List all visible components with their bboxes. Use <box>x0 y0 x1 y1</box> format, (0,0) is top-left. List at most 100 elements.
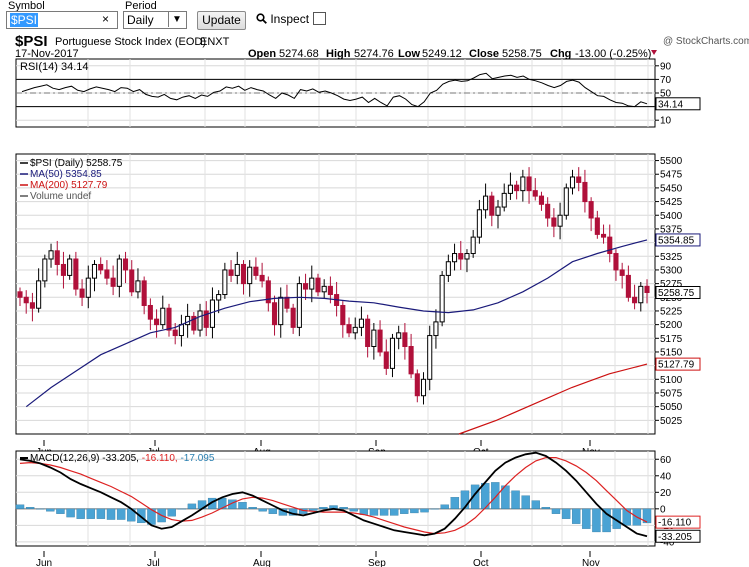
macd-histogram-bar <box>96 508 106 519</box>
candle-body <box>85 277 91 298</box>
price-legend-item: MA(50) 5354.85 <box>30 169 102 180</box>
candle-body <box>278 296 284 326</box>
candle-body <box>79 288 85 298</box>
open-label: Open <box>248 48 276 60</box>
macd-histogram-bar <box>106 508 116 520</box>
watermark: @ StockCharts.com <box>663 36 749 47</box>
macd-histogram-bar <box>339 507 348 509</box>
candle-body <box>209 299 215 328</box>
macd-histogram-bar <box>228 499 237 509</box>
macd-value-tag-box <box>655 529 701 543</box>
rsi-legend: RSI(14) 34.14 <box>20 61 88 73</box>
open-value: 5274.68 <box>279 48 319 60</box>
ma200-line <box>458 363 648 435</box>
macd-line <box>19 451 648 538</box>
price-ytick-label: 5150 <box>660 347 683 358</box>
candle-body <box>439 274 445 323</box>
price-tag-text: 5258.75 <box>658 288 695 299</box>
candle-body <box>514 184 520 192</box>
macd-ytick-label: 0 <box>660 504 666 515</box>
ma50-tag-text: 5354.85 <box>658 235 695 246</box>
macd-legend-part: -16.110, <box>142 453 181 464</box>
candle-body <box>166 307 172 331</box>
rsi-ytick-label: 70 <box>660 75 672 86</box>
macd-ytick-label: 40 <box>660 471 672 482</box>
macd-histogram-bar <box>582 508 591 529</box>
macd-histogram-bar <box>400 508 409 514</box>
candle-body <box>340 304 346 326</box>
candle-body <box>135 280 141 293</box>
macd-histogram-bar <box>25 507 35 509</box>
rsi-ytick-label: 90 <box>660 61 672 72</box>
candle-body <box>600 233 607 238</box>
x-tick-label: Jul <box>147 558 160 567</box>
price-legend-item: $PSI (Daily) 5258.75 <box>30 158 123 169</box>
candle-body <box>98 263 104 271</box>
candle-body <box>495 206 501 216</box>
x-tick-label: Oct <box>473 558 489 567</box>
candle-body <box>532 190 538 197</box>
candle-body <box>545 203 551 219</box>
candle-body <box>408 346 414 375</box>
price-ytick-label: 5075 <box>660 388 683 399</box>
candle-body <box>23 296 29 304</box>
period-select[interactable]: Daily <box>123 11 187 29</box>
candle-body <box>265 280 271 304</box>
close-icon[interactable]: × <box>102 12 110 26</box>
macd-histogram-bar <box>541 507 551 509</box>
macd-histogram-bar <box>268 508 278 514</box>
price-ytick-label: 5275 <box>660 279 683 290</box>
candle-body <box>526 176 532 192</box>
candle-body <box>122 258 129 271</box>
symbol-input[interactable]: $PSI <box>6 11 118 29</box>
macd-frame <box>15 450 656 547</box>
macd-ytick-label: 60 <box>660 455 672 466</box>
candle-body <box>625 274 631 298</box>
candle-body <box>290 307 296 328</box>
inspect-checkbox[interactable] <box>313 12 326 25</box>
candle-body <box>54 250 60 265</box>
candle-body <box>538 195 545 205</box>
macd-histogram-bar <box>349 508 358 512</box>
macd-histogram-bar <box>167 508 176 517</box>
price-ytick-label: 5200 <box>660 320 683 331</box>
chevron-down-icon[interactable]: ▼ <box>168 12 185 27</box>
candle-body <box>160 307 166 326</box>
candle-body <box>365 318 371 347</box>
macd-histogram-bar <box>248 507 257 509</box>
candle-body <box>116 258 122 287</box>
period-label: Period <box>125 0 157 12</box>
macd-histogram-bar <box>238 502 247 509</box>
price-ytick-label: 5325 <box>660 252 683 263</box>
macd-signal-line <box>19 457 648 535</box>
candle-body <box>216 294 222 301</box>
inspect-toggle[interactable]: Inspect <box>256 12 309 26</box>
update-button[interactable]: Update <box>197 11 246 30</box>
chart-date: 17-Nov-2017 <box>15 48 79 60</box>
candle-body <box>296 283 302 328</box>
macd-histogram-bar <box>15 504 25 509</box>
candle-body <box>48 250 54 260</box>
candle-body <box>445 261 451 276</box>
macd-histogram-bar <box>177 508 187 510</box>
macd-histogram-bar <box>187 503 197 509</box>
candle-body <box>234 263 240 276</box>
rsi-ytick-label: 10 <box>660 116 672 127</box>
candle-body <box>396 332 402 339</box>
macd-histogram-bar <box>642 508 652 524</box>
candle-body <box>17 291 23 298</box>
price-ytick-label: 5475 <box>660 170 683 181</box>
candle-body <box>551 217 557 227</box>
candle-body <box>303 283 309 290</box>
candle-body <box>358 318 364 328</box>
ma50-tag-box <box>655 233 701 247</box>
symbol-label: Symbol <box>8 0 45 12</box>
price-frame <box>15 153 656 435</box>
macd-legend-part: -33.205, <box>102 453 141 464</box>
close-label: Close <box>469 48 499 60</box>
macd-histogram-bar <box>561 508 571 519</box>
x-tick-label: Sep <box>368 558 386 567</box>
